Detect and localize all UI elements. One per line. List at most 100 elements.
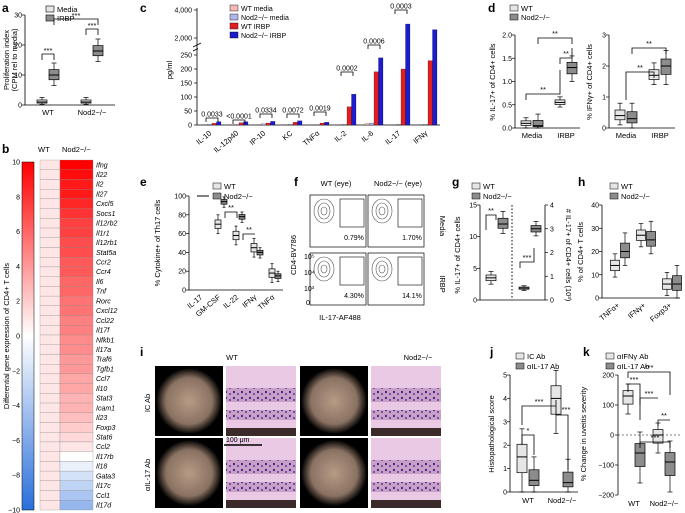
heatmap-cell-nod2 xyxy=(59,266,94,277)
flow-plot-frame xyxy=(309,194,367,248)
heatmap-cell-wt xyxy=(39,373,61,384)
box xyxy=(516,443,528,474)
heatmap-cell-wt xyxy=(39,334,61,345)
sig-bracket xyxy=(555,400,569,470)
heatmap-cell-nod2 xyxy=(59,344,94,355)
heatmap-cell-wt xyxy=(39,305,61,316)
gene-label: Il12rb1 xyxy=(96,240,118,247)
flow-density-contour xyxy=(320,264,328,274)
y-tick-label: 1 xyxy=(602,95,606,102)
histology-layer xyxy=(226,460,296,474)
y-tick-label: 2.0 xyxy=(502,33,512,40)
gene-label: Il6 xyxy=(96,279,104,286)
gene-label: Ifng xyxy=(96,162,108,169)
fundus-image xyxy=(156,368,222,434)
sig-marker: *** xyxy=(645,363,654,372)
sig-bracket xyxy=(313,111,327,116)
scale-tick-label: −8 xyxy=(12,473,20,480)
y-tick-label: 3 xyxy=(503,419,507,426)
sig-marker: *** xyxy=(630,375,639,384)
box xyxy=(652,429,664,444)
bar xyxy=(364,123,370,126)
y-tick-label-right: 3 xyxy=(550,226,554,233)
gene-label: Gata3 xyxy=(96,473,115,480)
bar xyxy=(256,124,262,126)
legend-swatch xyxy=(229,13,239,21)
y-axis-label: Proliferation index xyxy=(2,30,11,90)
gene-label: Cxcl12 xyxy=(96,308,118,315)
legend-swatch-media xyxy=(45,5,55,13)
x-tick-label: IL-6 xyxy=(360,129,376,144)
y-tick-label: 50 xyxy=(184,109,192,116)
heatmap-cell-wt xyxy=(39,354,61,365)
y-tick-label: 100 xyxy=(180,95,192,102)
gene-label: Il23 xyxy=(96,415,107,422)
y-tick-label: 40 xyxy=(591,203,599,210)
legend-swatch xyxy=(509,13,519,21)
boxes xyxy=(610,220,682,299)
bar xyxy=(270,121,276,126)
bar xyxy=(207,124,213,126)
x-tick-label: WT xyxy=(628,499,640,508)
tick: 10⁵ xyxy=(304,254,315,261)
y-tick-label: 100 xyxy=(174,194,186,201)
heatmap-cell-wt xyxy=(39,189,61,200)
boxes xyxy=(197,195,282,283)
scale-tick-label: −10 xyxy=(8,508,20,513)
y-ticks: 0 10 20 30 xyxy=(14,13,25,110)
bars xyxy=(202,23,438,126)
heatmap-cell-nod2 xyxy=(59,159,94,170)
legend-label: Nod2−/− xyxy=(621,192,650,201)
x-tick-label: Nod2−/− xyxy=(650,499,679,508)
sig-bracket xyxy=(242,233,255,240)
heatmap-cell-wt xyxy=(39,257,61,268)
legend-label: IC Ab xyxy=(527,352,545,361)
box xyxy=(622,390,634,405)
x-tick-label: IFNγ xyxy=(240,292,258,309)
panel-j: j IC Ab αIL-17 Ab 0 1 2 3 4 5 Histopathologic… xyxy=(487,345,578,505)
legend-swatch xyxy=(229,4,239,12)
x-tick-label: IFNγ+ xyxy=(626,300,648,320)
flow-plot-frame xyxy=(309,252,367,306)
scale-ticks: 10 8 6 4 2 0 −2 −4 −6 −8 −10 xyxy=(8,160,20,513)
heatmap-cell-nod2 xyxy=(59,451,94,462)
y-tick-label: 150 xyxy=(180,81,192,88)
histology-layer xyxy=(371,410,441,420)
bar xyxy=(423,124,429,126)
box xyxy=(672,275,682,291)
sig-bracket xyxy=(485,214,497,230)
histology-layer xyxy=(371,500,441,508)
y-tick-label: 1 xyxy=(503,466,507,473)
flow-gate xyxy=(339,256,365,286)
bar xyxy=(234,124,240,126)
y-tick-label: 5 xyxy=(473,266,477,273)
heatmap-cell-wt xyxy=(39,218,61,229)
box xyxy=(497,217,509,229)
column-label-nod2: Nod2−/− (eye) xyxy=(374,179,422,188)
heatmap-cell-wt xyxy=(39,169,61,180)
x-tick-label: TNFα xyxy=(301,128,322,147)
gene-label: Ccl7 xyxy=(96,376,111,383)
gene-label: Stat5a xyxy=(96,250,116,257)
x-tick-label: IP-10 xyxy=(248,129,268,147)
legend-label: Nod2−/− IRBP xyxy=(241,33,286,40)
heatmap-cell-nod2 xyxy=(59,179,94,190)
legend-label: WT media xyxy=(241,6,273,13)
heatmap-cell-wt xyxy=(39,266,61,277)
bar xyxy=(319,122,325,126)
sig-bracket xyxy=(519,248,535,268)
y-tick-label: 0.5 xyxy=(502,102,512,109)
heatmap-cell-wt xyxy=(39,422,61,433)
legend-swatch xyxy=(229,22,239,30)
legend-label: WT IRBP xyxy=(241,24,270,31)
heatmap-cell-nod2 xyxy=(59,218,94,229)
panel-letter: d xyxy=(488,1,495,15)
bar xyxy=(400,68,406,126)
y-ticks: 0 1 2 3 xyxy=(602,33,609,133)
sig-bracket xyxy=(521,434,535,455)
y-axis-label: Histopathological score xyxy=(487,395,496,473)
histology-layer xyxy=(371,428,441,436)
sig-bracket xyxy=(224,211,238,218)
gene-label: Il10 xyxy=(96,386,107,393)
sig-marker: ** xyxy=(552,29,558,38)
